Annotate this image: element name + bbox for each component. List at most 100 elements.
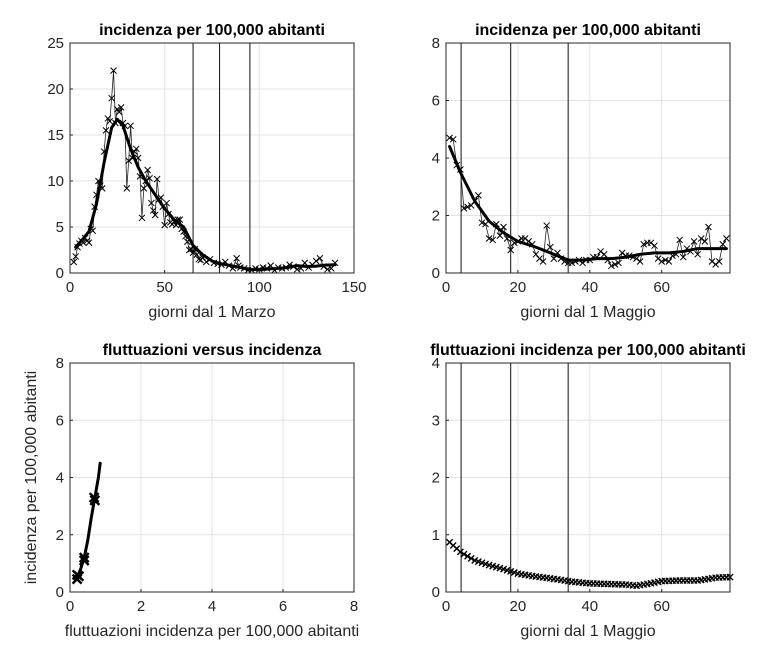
data-marker: [312, 257, 320, 265]
data-marker: [163, 199, 170, 207]
y-tick-label: 25: [47, 35, 64, 52]
x-tick-label: 0: [66, 598, 74, 615]
x-tick-label: 20: [510, 598, 527, 615]
y-tick-label: 3: [432, 412, 440, 429]
y-tick-label: 2: [56, 527, 64, 544]
data-marker: [651, 242, 658, 250]
y-tick-label: 0: [432, 584, 440, 601]
x-tick-label: 0: [442, 598, 450, 615]
data-marker: [647, 239, 655, 247]
data-marker: [189, 249, 197, 257]
subplot-3: 0 2 4 6 8 0 2 4 6 8 fluttuazioni versus incidenza f…: [23, 342, 359, 640]
data-marker: [148, 199, 155, 207]
data-marker: [123, 185, 131, 192]
data-marker: [233, 254, 240, 262]
data-marker: [532, 250, 540, 258]
data-marker: [618, 249, 626, 257]
x-axis-label: giorni dal 1 Maggio: [520, 304, 655, 321]
data-marker: [132, 145, 140, 153]
data-marker: [676, 236, 684, 244]
data-marker: [521, 235, 529, 242]
data-marker: [195, 255, 203, 263]
data-marker: [127, 122, 134, 130]
x-tick-label: 8: [350, 598, 358, 615]
subplot-1: 0 50 100 150 0 5 10 15 20 25 incidenza per 100,000…: [47, 22, 366, 321]
y-tick-label: 4: [432, 150, 440, 167]
data-marker: [460, 204, 468, 212]
y-tick-label: 8: [432, 35, 440, 52]
data-marker: [140, 185, 148, 192]
subplot-2: 0 20 40 60 0 2 4 6 8 incidenza per 100,000 abitan…: [432, 22, 731, 321]
data-marker: [475, 192, 482, 199]
y-tick-label: 8: [56, 355, 64, 372]
data-marker: [543, 222, 551, 229]
data-marker: [482, 220, 489, 228]
data-marker: [138, 214, 146, 222]
data-marker: [608, 262, 615, 270]
data-marker: [697, 235, 705, 242]
x-tick-label: 0: [66, 279, 74, 296]
data-marker: [694, 250, 701, 258]
y-tick-label: 0: [56, 584, 64, 601]
data-marker: [153, 175, 161, 183]
data-marker: [185, 246, 193, 254]
data-marker: [146, 174, 153, 182]
subplot-title: fluttuazioni incidenza per 100,000 abita…: [430, 342, 746, 359]
data-marker: [690, 238, 698, 245]
y-tick-label: 0: [432, 265, 440, 282]
x-tick-label: 20: [510, 279, 527, 296]
smoothed-line: [75, 461, 102, 580]
x-tick-label: 50: [156, 279, 173, 296]
x-axis-label: giorni dal 1 Maggio: [520, 623, 655, 640]
x-axis-label: giorni dal 1 Marzo: [148, 304, 275, 321]
y-tick-label: 2: [432, 470, 440, 487]
data-marker: [723, 235, 730, 242]
observed-line: [73, 70, 336, 271]
y-tick-label: 20: [47, 81, 64, 98]
axes-box: [69, 42, 355, 274]
x-tick-label: 2: [137, 598, 145, 615]
data-marker: [679, 253, 687, 261]
smoothed-line: [74, 117, 337, 272]
data-marker: [108, 94, 116, 102]
subplot-title: fluttuazioni versus incidenza: [103, 342, 322, 359]
data-marker: [456, 548, 464, 556]
data-marker: [72, 253, 80, 260]
data-marker: [117, 104, 125, 111]
x-tick-label: 6: [279, 598, 287, 615]
data-marker: [446, 134, 453, 142]
data-marker: [715, 258, 723, 265]
data-marker: [85, 239, 93, 246]
y-tick-label: 15: [47, 127, 64, 144]
data-marker: [316, 254, 324, 262]
subplot-title: incidenza per 100,000 abitanti: [99, 22, 325, 39]
data-marker: [115, 108, 123, 116]
data-marker: [125, 157, 133, 165]
y-tick-label: 5: [56, 219, 64, 236]
data-marker: [70, 258, 78, 266]
data-marker: [464, 552, 472, 560]
data-marker: [719, 240, 727, 248]
y-tick-label: 4: [56, 470, 64, 487]
y-axis-label: incidenza per 100,000 abitanti: [23, 371, 40, 585]
x-tick-label: 100: [247, 279, 272, 296]
y-tick-label: 10: [47, 173, 64, 190]
data-marker: [161, 221, 169, 229]
y-tick-label: 0: [56, 265, 64, 282]
data-marker: [489, 236, 497, 244]
data-marker: [467, 202, 475, 209]
data-marker: [658, 258, 666, 265]
x-axis-label: fluttuazioni incidenza per 100,000 abita…: [65, 623, 359, 640]
data-marker: [151, 211, 159, 219]
data-marker: [507, 246, 515, 254]
data-marker: [611, 261, 619, 268]
y-tick-label: 1: [432, 527, 440, 544]
y-tick-label: 6: [432, 93, 440, 110]
y-tick-label: 2: [432, 208, 440, 225]
x-tick-label: 40: [581, 598, 598, 615]
data-marker: [102, 127, 110, 134]
x-tick-label: 40: [581, 279, 598, 296]
data-marker: [636, 258, 644, 265]
